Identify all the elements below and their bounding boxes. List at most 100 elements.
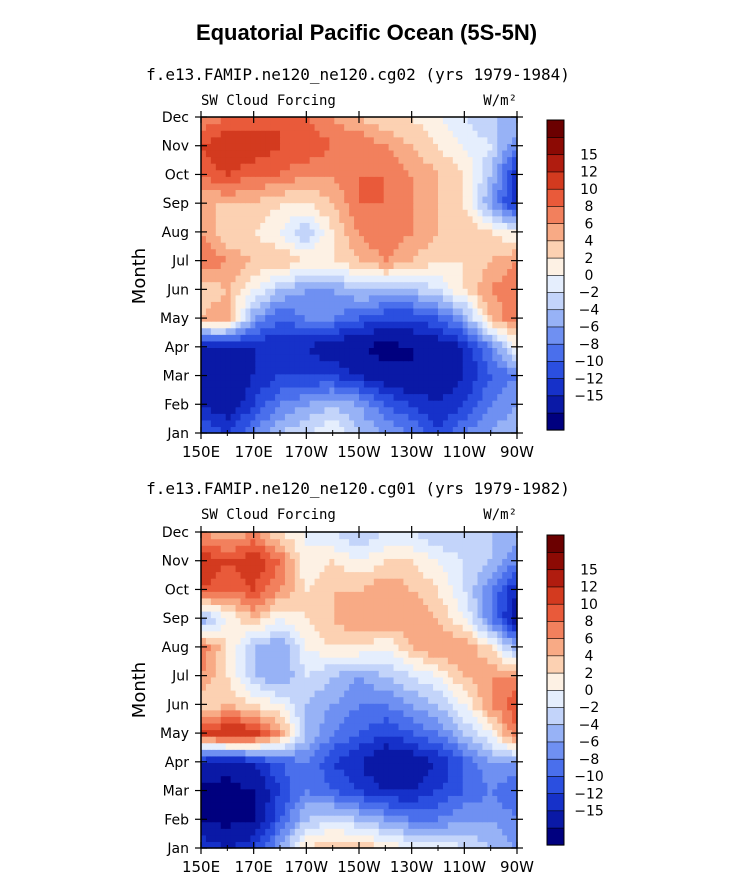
- heatmap-cell: [363, 228, 370, 237]
- heatmap-cell: [235, 156, 242, 164]
- heatmap-cell: [433, 196, 439, 204]
- heatmap-cell: [398, 222, 405, 230]
- heatmap-cell: [452, 841, 459, 849]
- heatmap-cell: [408, 834, 414, 843]
- heatmap-cell: [487, 367, 493, 375]
- heatmap-cell: [457, 149, 464, 158]
- heatmap-cell: [403, 268, 409, 276]
- heatmap-cell: [201, 136, 207, 144]
- heatmap-cell: [225, 123, 232, 131]
- heatmap-cell: [220, 268, 227, 276]
- heatmap-cell: [393, 828, 400, 836]
- heatmap-cell: [240, 149, 247, 158]
- heatmap-cell: [373, 762, 380, 770]
- heatmap-cell: [265, 301, 271, 309]
- heatmap-cell: [393, 380, 400, 388]
- heatmap-cell: [388, 716, 395, 724]
- heatmap-cell: [403, 189, 409, 197]
- heatmap-cell: [230, 393, 237, 401]
- heatmap-cell: [373, 386, 380, 395]
- heatmap-cell: [270, 400, 276, 408]
- heatmap-cell: [270, 340, 276, 349]
- heatmap-cell: [245, 676, 251, 685]
- heatmap-cell: [220, 690, 227, 698]
- heatmap-cell: [467, 709, 474, 717]
- heatmap-cell: [225, 821, 232, 829]
- heatmap-cell: [354, 828, 360, 836]
- heatmap-cell: [363, 703, 370, 711]
- heatmap-cell: [433, 334, 439, 342]
- colorbar-swatch: [546, 274, 565, 293]
- heatmap-cell: [457, 301, 464, 309]
- heatmap-cell: [497, 294, 503, 302]
- heatmap-cell: [230, 815, 237, 823]
- heatmap-cell: [250, 149, 256, 158]
- heatmap-cell: [210, 400, 217, 408]
- colorbar-swatch: [546, 119, 565, 138]
- heatmap-cell: [215, 321, 222, 329]
- heatmap-cell: [319, 815, 326, 823]
- heatmap-cell: [378, 176, 385, 184]
- heatmap-cell: [304, 690, 311, 698]
- heatmap-cell: [398, 189, 405, 197]
- heatmap-cell: [334, 821, 340, 829]
- heatmap-cell: [457, 690, 464, 698]
- heatmap-cell: [339, 321, 345, 329]
- heatmap-cell: [225, 182, 232, 191]
- heatmap-cell: [462, 235, 469, 243]
- heatmap-cell: [413, 762, 419, 770]
- heatmap-cell: [487, 703, 493, 711]
- heatmap-cell: [393, 815, 400, 823]
- heatmap-cell: [442, 801, 449, 810]
- heatmap-cell: [319, 354, 326, 362]
- heatmap-cell: [512, 202, 518, 210]
- heatmap-cell: [324, 149, 330, 158]
- heatmap-cell: [275, 722, 281, 731]
- heatmap-cell: [359, 801, 365, 810]
- heatmap-cell: [477, 136, 484, 144]
- heatmap-cell: [235, 149, 242, 158]
- heatmap-cell: [383, 696, 390, 704]
- heatmap-cell: [309, 676, 316, 685]
- heatmap-cell: [210, 222, 217, 230]
- heatmap-cell: [378, 222, 385, 230]
- heatmap-cell: [309, 242, 316, 250]
- heatmap-cell: [235, 367, 242, 375]
- heatmap-cell: [235, 281, 242, 289]
- heatmap-cell: [462, 143, 469, 151]
- heatmap-cell: [433, 736, 439, 744]
- heatmap-cell: [477, 189, 484, 197]
- heatmap-cell: [378, 690, 385, 698]
- heatmap-cell: [349, 367, 355, 375]
- heatmap-cell: [205, 373, 212, 381]
- heatmap-cell: [477, 169, 484, 177]
- heatmap-cell: [220, 821, 227, 829]
- heatmap-cell: [502, 386, 508, 395]
- heatmap-cell: [260, 722, 266, 731]
- heatmap-cell: [235, 419, 242, 428]
- heatmap-cell: [428, 670, 434, 678]
- heatmap-cell: [393, 722, 400, 731]
- heatmap-cell: [408, 202, 414, 210]
- heatmap-cell: [438, 314, 444, 322]
- heatmap-cell: [230, 762, 237, 770]
- heatmap-cell: [349, 347, 355, 355]
- heatmap-cell: [502, 782, 508, 790]
- heatmap-cell: [284, 149, 291, 158]
- heatmap-cell: [428, 281, 434, 289]
- heatmap-cell: [309, 400, 316, 408]
- heatmap-cell: [260, 670, 266, 678]
- heatmap-cell: [457, 327, 464, 335]
- heatmap-cell: [225, 657, 232, 665]
- heatmap-cell: [452, 176, 459, 184]
- heatmap-cell: [284, 709, 291, 717]
- heatmap-cell: [413, 347, 419, 355]
- heatmap-cell: [260, 123, 266, 131]
- heatmap-cell: [373, 307, 380, 316]
- heatmap-cell: [502, 176, 508, 184]
- heatmap-cell: [304, 801, 311, 810]
- heatmap-cell: [373, 808, 380, 816]
- heatmap-cell: [289, 716, 296, 724]
- heatmap-cell: [492, 163, 498, 171]
- heatmap-cell: [284, 143, 291, 151]
